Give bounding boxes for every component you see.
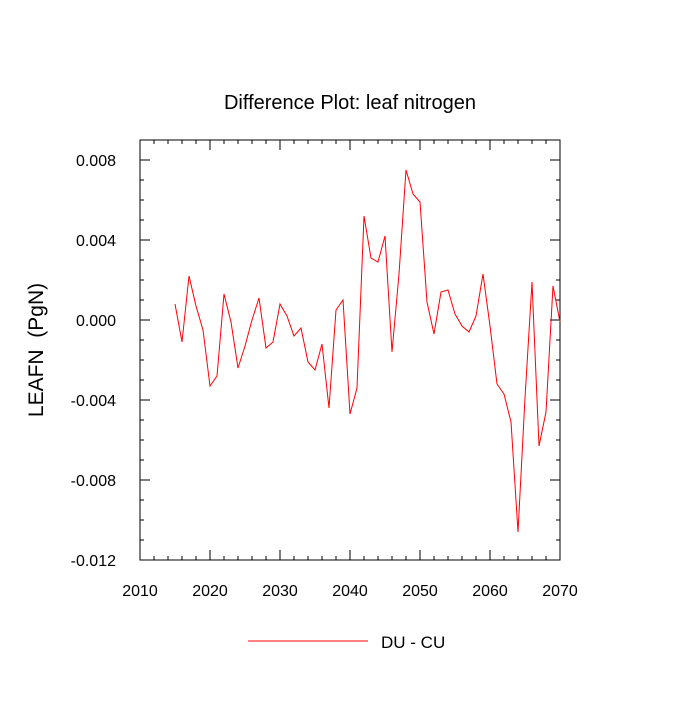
plot-frame [139,139,561,561]
x-tick-label: 2050 [402,583,438,600]
x-tick-label: 2040 [332,583,368,600]
y-tick-label: -0.004 [71,393,116,410]
series-layer [174,169,561,533]
y-tick-label: -0.008 [71,473,116,490]
legend: DU - CU [248,633,445,652]
y-axis-ticks: -0.012 -0.008 -0.004 0.000 0.004 0.008 [71,139,560,570]
x-tick-label: 2020 [192,583,228,600]
legend-label: DU - CU [381,633,445,652]
series-line [174,169,561,533]
y-axis-label: LEAFN (PgN) [25,283,48,417]
x-tick-label: 2070 [542,583,578,600]
x-tick-label: 2010 [122,583,158,600]
y-tick-label: 0.004 [76,233,116,250]
y-tick-label: -0.012 [71,553,116,570]
x-axis-ticks: 2010 2020 2030 2040 2050 2060 2070 [122,140,578,600]
x-tick-label: 2030 [262,583,298,600]
y-tick-label: 0.008 [76,153,116,170]
chart-title: Difference Plot: leaf nitrogen [224,92,476,114]
x-tick-label: 2060 [472,583,508,600]
y-tick-label: 0.000 [76,313,116,330]
